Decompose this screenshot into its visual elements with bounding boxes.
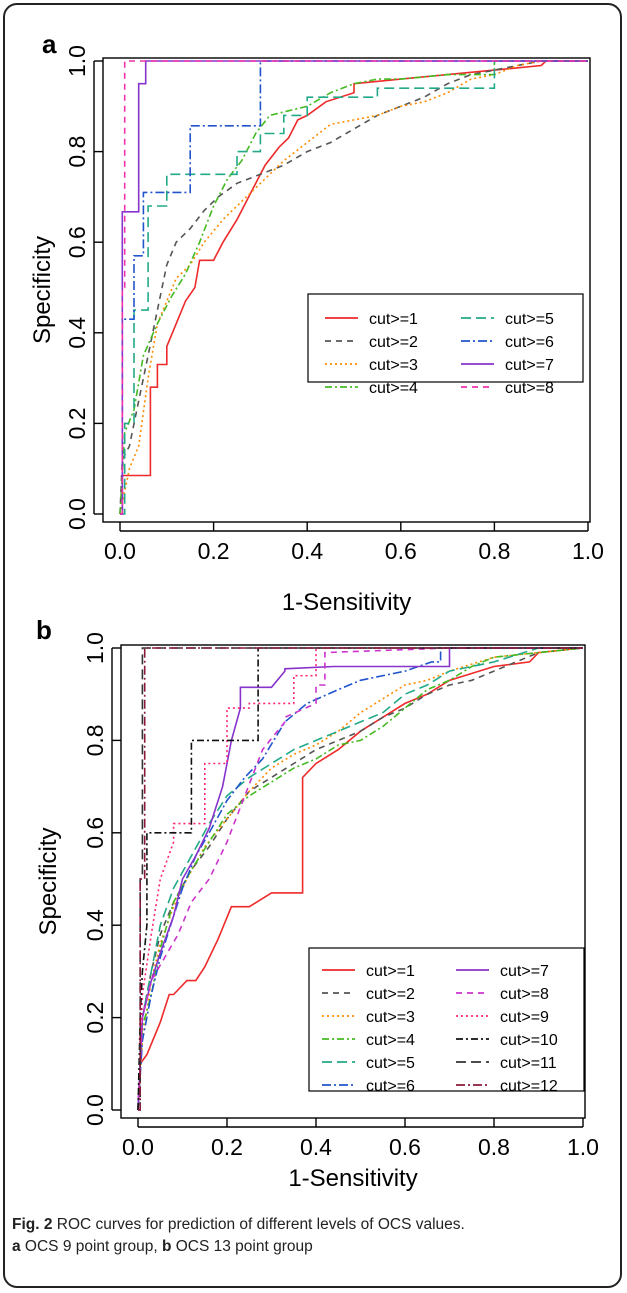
x-tick-label: 0.8 xyxy=(478,538,510,564)
x-tick-label: 0.8 xyxy=(478,1134,510,1160)
series-line-cut-ge-5 xyxy=(120,60,588,515)
legend-label: cut>=11 xyxy=(500,1055,557,1072)
series-line-cut-ge-2 xyxy=(119,60,588,515)
series-line-cut-ge-2 xyxy=(137,647,584,1111)
legend-label: cut>=2 xyxy=(366,986,415,1003)
x-tick-label: 0.4 xyxy=(291,538,323,564)
x-axis-label: 1-Sensitivity xyxy=(282,589,411,616)
x-axis-label: 1-Sensitivity xyxy=(288,1165,417,1192)
y-tick-label: 0.8 xyxy=(64,136,90,168)
legend-label: cut>=5 xyxy=(505,311,554,328)
x-tick-label: 0.2 xyxy=(198,538,230,564)
legend-label: cut>=10 xyxy=(500,1032,558,1049)
series-line-cut-ge-12 xyxy=(138,647,583,1111)
series-line-cut-ge-7 xyxy=(120,60,588,515)
panel-label-b: b xyxy=(36,615,52,645)
series-line-cut-ge-10 xyxy=(137,647,583,1111)
series-line-cut-ge-6 xyxy=(137,647,583,1111)
caption-title: ROC curves for prediction of different l… xyxy=(52,1216,465,1233)
series-line-cut-ge-4 xyxy=(137,647,584,1111)
legend-label: cut>=4 xyxy=(366,1032,415,1049)
legend-box xyxy=(308,947,585,1092)
y-tick-label: 0.4 xyxy=(82,909,108,941)
x-tick-label: 0.6 xyxy=(389,1134,421,1160)
series-line-cut-ge-9 xyxy=(137,647,583,1111)
y-tick-label: 0.8 xyxy=(82,724,108,756)
legend-label: cut>=8 xyxy=(505,380,554,397)
legend-label: cut>=7 xyxy=(505,357,554,374)
legend-label: cut>=3 xyxy=(366,1009,415,1026)
chart-panel-b: b 0.0 0.2 0.4 0.6 0.8 1.0 0.0 0.2 0.4 0.6 0.8 1.0 1-S… xyxy=(35,615,599,1192)
y-tick-label: 0.0 xyxy=(64,498,90,530)
y-tick-label: 0.4 xyxy=(64,317,90,349)
series-line-cut-ge-7 xyxy=(137,647,583,1111)
y-axis-label: Specificity xyxy=(35,827,62,935)
caption-panel-b-text: OCS 13 point group xyxy=(171,1238,313,1255)
series-line-cut-ge-3 xyxy=(119,60,588,515)
caption-line-2: a OCS 9 point group, b OCS 13 point grou… xyxy=(12,1236,612,1258)
legend-label: cut>=1 xyxy=(366,963,415,980)
y-tick-label: 0.6 xyxy=(82,817,108,849)
caption-fig-label: Fig. 2 xyxy=(12,1216,53,1233)
x-tick-label: 0.0 xyxy=(122,1134,154,1160)
caption-panel-a-text: OCS 9 point group, xyxy=(20,1238,162,1255)
figure-caption: Fig. 2 ROC curves for prediction of diff… xyxy=(12,1214,612,1258)
y-tick-label: 0.2 xyxy=(82,1002,108,1034)
legend-label: cut>=4 xyxy=(369,380,418,397)
plot-frame xyxy=(120,644,586,1119)
legend-label: cut>=9 xyxy=(500,1009,549,1026)
legend-label: cut>=6 xyxy=(505,334,554,351)
x-tick-label: 1.0 xyxy=(567,1134,599,1160)
chart-panel-a: a 0.0 0.2 0.4 0.6 0.8 1.0 0.0 0.2 0.4 0.6 0.8 1.0 1-S… xyxy=(29,29,604,616)
legend-label: cut>=7 xyxy=(500,963,549,980)
caption-panel-b-label: b xyxy=(161,1238,172,1255)
series-line-cut-ge-5 xyxy=(137,647,583,1111)
x-tick-label: 0.6 xyxy=(385,538,417,564)
caption-panel-a-label: a xyxy=(12,1238,21,1255)
legend-label: cut>=5 xyxy=(366,1055,415,1072)
series-line-cut-ge-8 xyxy=(137,647,583,1111)
x-tick-label: 0.2 xyxy=(211,1134,243,1160)
y-axis-label: Specificity xyxy=(29,236,56,344)
legend: cut>=1 cut>=2 cut>=3 cut>=4 cut>=5 cut>=6 cut>… xyxy=(307,293,584,397)
legend-label: cut>=6 xyxy=(366,1078,415,1095)
y-tick-label: 0.0 xyxy=(82,1094,108,1126)
x-tick-label: 1.0 xyxy=(572,538,604,564)
y-tick-label: 1.0 xyxy=(64,45,90,77)
series-line-cut-ge-8 xyxy=(120,60,588,515)
y-tick-label: 0.2 xyxy=(64,407,90,439)
legend: cut>=1 cut>=2 cut>=3 cut>=4 cut>=5 cut>=6 cut>… xyxy=(308,947,585,1095)
y-tick-label: 1.0 xyxy=(82,632,108,664)
x-tick-label: 0.4 xyxy=(300,1134,332,1160)
legend-label: cut>=1 xyxy=(369,311,418,328)
caption-line-1: Fig. 2 ROC curves for prediction of diff… xyxy=(12,1214,612,1236)
panel-label-a: a xyxy=(42,29,57,59)
legend-label: cut>=2 xyxy=(369,334,418,351)
x-tick-label: 0.0 xyxy=(104,538,136,564)
series-line-cut-ge-4 xyxy=(119,60,588,515)
legend-label: cut>=3 xyxy=(369,357,418,374)
y-tick-label: 0.6 xyxy=(64,226,90,258)
legend-label: cut>=12 xyxy=(500,1078,558,1095)
plot-frame xyxy=(102,57,591,523)
legend-box xyxy=(307,293,584,383)
legend-label: cut>=8 xyxy=(500,986,549,1003)
series-line-cut-ge-6 xyxy=(120,60,588,515)
